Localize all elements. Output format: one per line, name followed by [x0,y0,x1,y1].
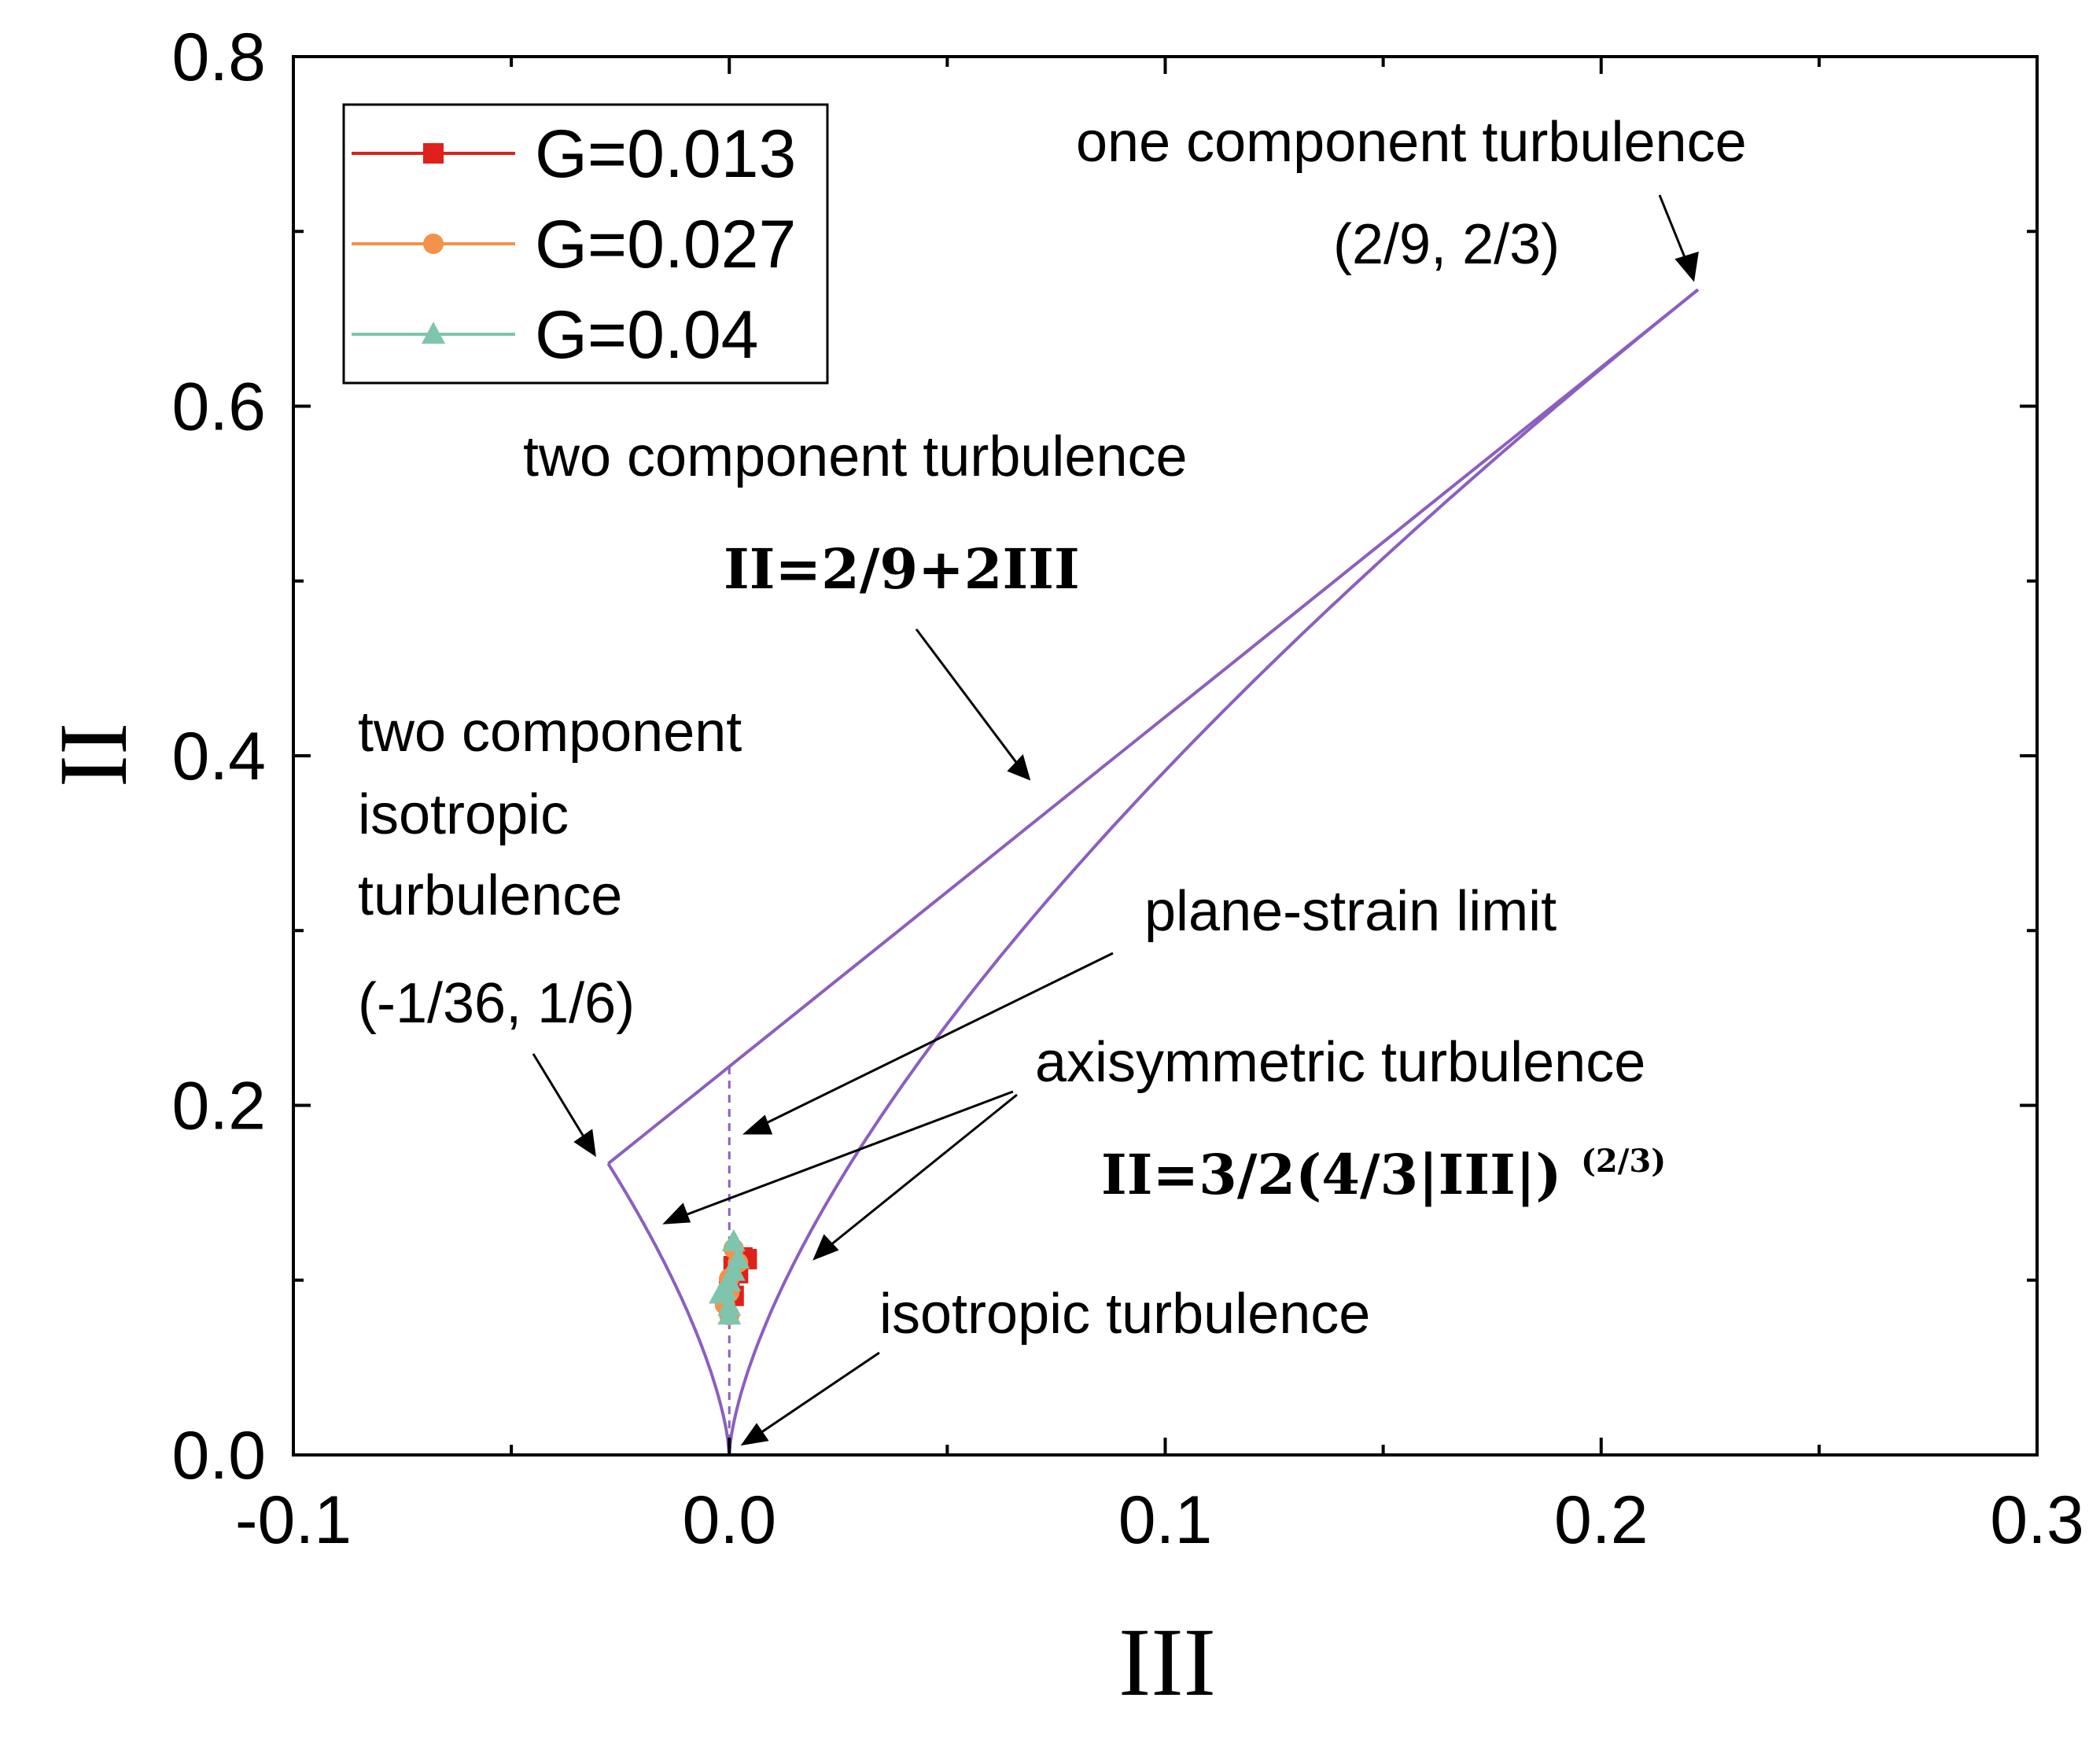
annotation-axisymmetric-exponent: (2/3) [1581,1143,1666,1180]
annotations: one component turbulence (2/9, 2/3) two … [358,111,1747,1346]
arrow-axisymmetric-right [821,1093,1018,1254]
data-point-s2-5 [709,1281,733,1304]
axisymmetric-boundary-right [728,288,1700,1456]
annotation-two-comp-iso-point: (-1/36, 1/6) [358,972,635,1035]
annotation-one-component-point: (2/9, 2/3) [1333,213,1560,276]
arrowhead-two-component [1007,754,1031,781]
arrowhead-one-component [1674,251,1699,282]
arrowhead-isotropic [740,1423,769,1446]
plot-area [606,288,1700,1456]
arrow-two-comp-iso [532,1053,590,1145]
legend-marker-0 [423,143,444,164]
data-point-s2-7 [717,1302,742,1325]
y-tick-label-1: 0.2 [171,1069,266,1144]
axes: -0.1 0.0 0.1 0.2 0.30.00.20.40.60.8 [171,20,2083,1558]
legend-label-0: G=0.013 [535,116,796,192]
x-tick-label-2: 0.1 [1118,1482,1213,1558]
arrow-plane-strain [753,952,1114,1131]
arrowhead-plane-strain [742,1114,773,1135]
annotation-arrows [532,194,1699,1446]
annotation-two-comp-iso-line3: turbulence [358,864,622,927]
legend-marker-2 [422,322,445,344]
annotation-one-component: one component turbulence [1076,111,1747,174]
two-component-boundary [607,288,1700,1166]
arrow-isotropic [750,1351,880,1441]
x-tick-label-3: 0.2 [1554,1482,1649,1558]
arrowhead-axisymmetric-right [812,1234,839,1261]
x-tick-label-4: 0.3 [1990,1482,2084,1558]
data-point-s2-0 [721,1228,746,1251]
arrowhead-two-comp-iso [573,1129,596,1158]
annotation-plane-strain: plane-strain limit [1144,880,1557,943]
y-tick-label-2: 0.4 [171,719,266,794]
annotation-two-component-equation: II=2/9+2III [724,536,1080,602]
legend-label-2: G=0.04 [535,297,759,373]
annotation-axisymmetric: axisymmetric turbulence [1035,1031,1645,1094]
arrow-axisymmetric-left [674,1090,1014,1221]
y-tick-label-3: 0.6 [171,370,266,445]
annotation-axisymmetric-equation: II=3/2(4/3|III|) [1101,1142,1562,1207]
annotation-two-comp-iso-line1: two component [358,701,742,764]
y-axis-label: II [39,723,147,788]
x-tick-label-0: -0.1 [235,1482,352,1558]
legend-label-1: G=0.027 [535,207,796,282]
x-axis-label: III [1118,1608,1216,1716]
legend-marker-1 [423,234,444,254]
y-tick-label-0: 0.0 [171,1418,266,1493]
arrowhead-axisymmetric-left [662,1202,691,1225]
arrow-two-component [915,628,1024,772]
annotation-isotropic: isotropic turbulence [879,1283,1370,1346]
y-tick-label-4: 0.8 [171,20,266,95]
annotation-two-comp-iso-line2: isotropic [358,783,569,846]
x-tick-label-1: 0.0 [682,1482,776,1558]
legend: G=0.013 G=0.027 G=0.04 [342,103,829,385]
axisymmetric-boundary-left [606,1162,731,1456]
annotation-two-component: two component turbulence [523,425,1188,488]
